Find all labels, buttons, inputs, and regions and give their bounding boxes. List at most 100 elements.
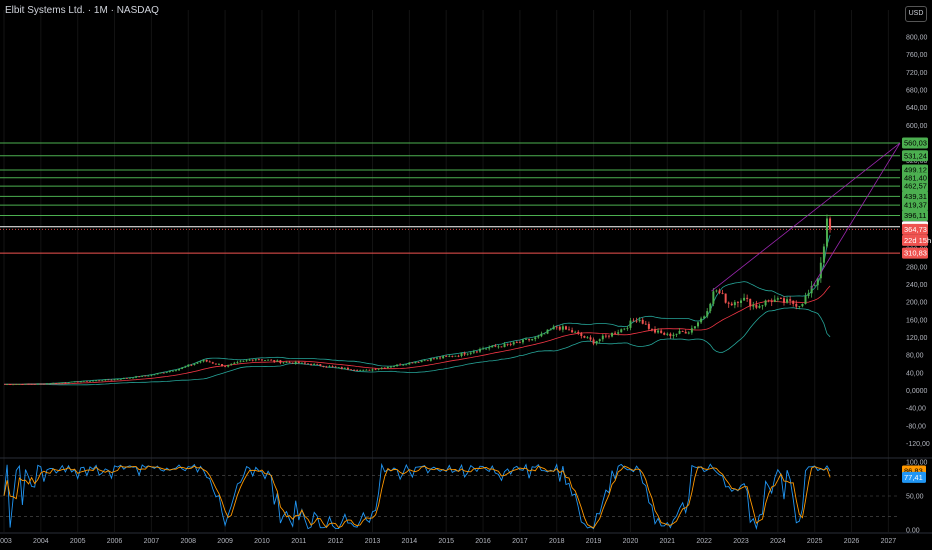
y-tick-label: 40,00	[906, 370, 924, 377]
stoch-tick-label: 50,00	[906, 494, 924, 501]
candle-body	[67, 382, 70, 384]
candle-body	[267, 359, 270, 361]
candle-body	[251, 359, 254, 361]
candle-body	[525, 339, 528, 340]
candle-body	[540, 333, 543, 337]
y-tick-label: 800,00	[906, 35, 928, 42]
candle-body	[509, 344, 512, 346]
candle-body	[626, 327, 629, 329]
stoch-tick-label: 100,00	[906, 460, 928, 467]
candle-body	[104, 379, 107, 381]
candle-body	[669, 333, 672, 337]
candle-body	[331, 366, 334, 368]
candle-body	[512, 342, 515, 345]
trend-line-lower	[810, 142, 901, 290]
candle-body	[374, 369, 377, 371]
candle-body	[589, 337, 592, 340]
candle-body	[303, 362, 306, 364]
trend-lines[interactable]	[711, 142, 901, 292]
horizontal-levels[interactable]	[0, 142, 900, 254]
candle-body	[657, 330, 660, 333]
y-tick-label: -80,00	[906, 423, 926, 430]
candle-body	[316, 363, 319, 365]
candle-body	[607, 335, 610, 337]
candle-body	[346, 367, 349, 370]
candle-body	[365, 369, 368, 371]
x-tick-label: 2023	[733, 538, 749, 545]
candle-body	[546, 329, 549, 334]
candle-body	[755, 304, 758, 308]
candle-body	[270, 359, 273, 361]
candle-body	[396, 364, 399, 367]
candle-body	[144, 375, 147, 377]
svg-text:22d 15h: 22d 15h	[904, 236, 931, 245]
candle-body	[389, 366, 392, 368]
candle-body	[276, 360, 279, 362]
candle-body	[420, 360, 423, 363]
candle-body	[282, 362, 285, 364]
candle-body	[159, 372, 162, 374]
candle-body	[678, 330, 681, 334]
candle-body	[439, 357, 442, 359]
candle-body	[279, 360, 282, 363]
candle-body	[681, 330, 684, 332]
candle-body	[795, 303, 798, 307]
time-axis[interactable]: 2003 2004 2005 2006 2007 2008 2009 2010 2011 2012…	[0, 532, 932, 545]
candle-body	[712, 291, 715, 304]
candle-body	[377, 368, 380, 370]
candle-body	[568, 329, 571, 331]
resistance-price-label: 481,40	[902, 172, 928, 184]
x-tick-label: 2022	[696, 538, 712, 545]
candle-body	[288, 362, 291, 363]
bar-countdown-label: 22d 15h	[902, 234, 931, 246]
candle-body	[95, 380, 98, 382]
candle-body	[647, 323, 650, 329]
x-tick-label: 2019	[586, 538, 602, 545]
candle-body	[761, 305, 764, 307]
candle-body	[27, 383, 30, 385]
candle-body	[635, 320, 638, 322]
bollinger-lower	[4, 307, 831, 386]
candle-body	[414, 361, 417, 364]
y-tick-label: 280,00	[906, 264, 928, 271]
candle-body	[798, 306, 801, 308]
candle-body	[245, 360, 248, 362]
candle-body	[475, 351, 478, 353]
candle-body	[595, 341, 598, 344]
resistance-price-label: 419,37	[902, 199, 928, 211]
candle-body	[752, 304, 755, 307]
candle-body	[285, 362, 288, 363]
candle-body	[543, 333, 546, 335]
candle-body	[178, 368, 181, 371]
candle-body	[451, 355, 454, 357]
currency-button[interactable]: USD	[905, 6, 927, 22]
candle-body	[730, 303, 733, 306]
candle-body	[641, 319, 644, 324]
candle-body	[736, 302, 739, 303]
candle-body	[792, 300, 795, 304]
candle-body	[804, 296, 807, 304]
candle-body	[598, 339, 601, 342]
y-tick-label: 680,00	[906, 88, 928, 95]
candle-body	[18, 384, 21, 385]
x-tick-label: 2010	[254, 538, 270, 545]
candle-body	[528, 339, 531, 341]
candle-body	[703, 316, 706, 319]
svg-text:439,31: 439,31	[904, 192, 927, 201]
x-tick-label: 2027	[881, 538, 897, 545]
candle-body	[819, 262, 822, 279]
x-tick-label: 2021	[660, 538, 676, 545]
candle-body	[574, 331, 577, 333]
candle-body	[432, 358, 435, 360]
svg-text:560,03: 560,03	[904, 139, 927, 148]
candle-body	[9, 384, 12, 386]
candle-body	[801, 303, 804, 307]
y-tick-label: 160,00	[906, 317, 928, 324]
candle-body	[724, 293, 727, 303]
candle-body	[138, 376, 141, 378]
candle-body	[174, 370, 177, 372]
bollinger-bands	[3, 234, 831, 386]
candle-body	[764, 300, 767, 306]
candle-body	[227, 364, 230, 367]
